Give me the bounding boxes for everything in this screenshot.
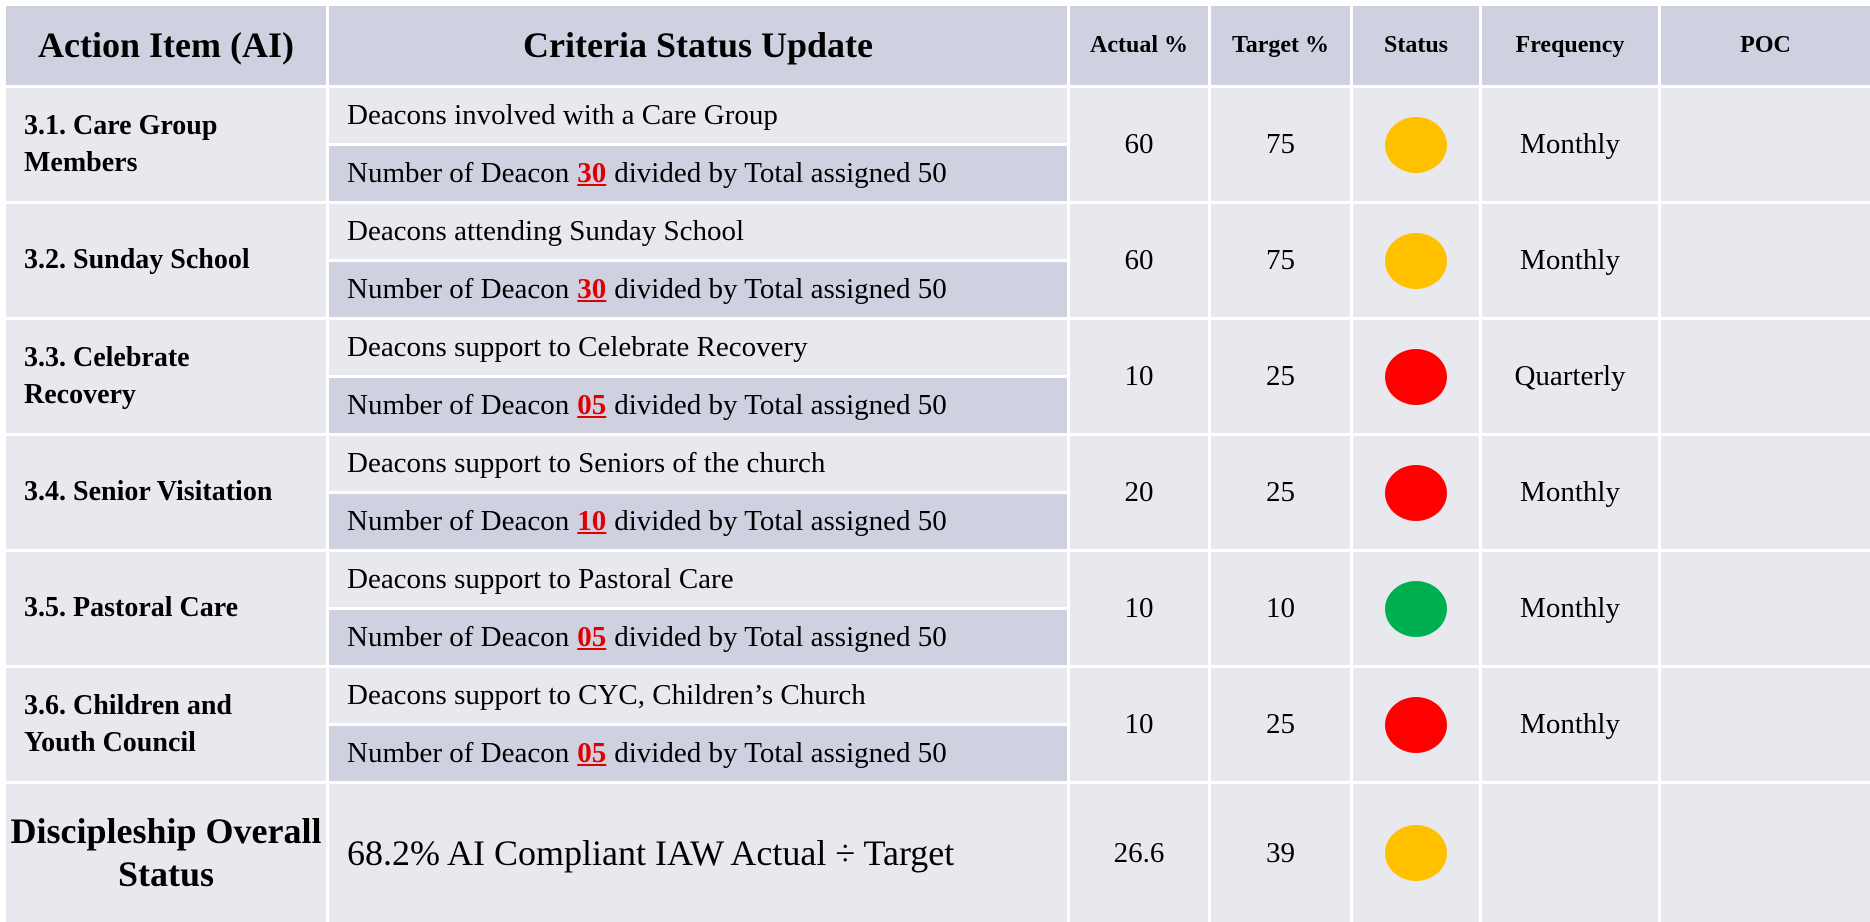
target-percent: 25 [1211,320,1350,433]
header-cell: Action Item (AI) [6,6,326,85]
criteria-formula: Number of Deacon 30 divided by Total assig… [329,262,1067,317]
action-item: 3.1. Care Group Members [6,88,326,201]
actual-percent: 20 [1070,436,1208,549]
status-cell [1353,88,1479,201]
header-cell: Criteria Status Update [329,6,1067,85]
deacon-count: 30 [577,273,607,305]
summary-target: 39 [1211,784,1350,922]
status-cell [1353,320,1479,433]
actual-percent: 10 [1070,668,1208,781]
criteria-cell: Deacons support to Pastoral Care Number o… [329,552,1067,665]
criteria-description: Deacons support to CYC, Children’s Churc… [329,668,1067,723]
status-cell [1353,204,1479,317]
summary-description: 68.2% AI Compliant IAW Actual ÷ Target [329,784,1067,922]
frequency: Quarterly [1482,320,1658,433]
action-item: 3.5. Pastoral Care [6,552,326,665]
header-cell: Target % [1211,6,1350,85]
criteria-formula: Number of Deacon 05 divided by Total assig… [329,610,1067,665]
formula-text: divided by Total assigned 50 [614,389,947,421]
criteria-formula: Number of Deacon 30 divided by Total assig… [329,146,1067,201]
frequency: Monthly [1482,552,1658,665]
formula-text: Number of Deacon [347,157,570,189]
criteria-cell: Deacons involved with a Care Group Number… [329,88,1067,201]
status-indicator [1385,580,1447,637]
action-item: 3.3. Celebrate Recovery [6,320,326,433]
formula-text: divided by Total assigned 50 [614,505,947,537]
summary-status-indicator [1385,825,1447,881]
criteria-description: Deacons attending Sunday School [329,204,1067,259]
poc-cell [1661,320,1870,433]
deacon-count: 30 [577,157,607,189]
summary-frequency-cell [1482,784,1658,922]
status-indicator [1385,696,1447,753]
header-cell: Actual % [1070,6,1208,85]
formula-text: divided by Total assigned 50 [614,157,947,189]
formula-text: divided by Total assigned 50 [614,621,947,653]
action-item: 3.2. Sunday School [6,204,326,317]
target-percent: 10 [1211,552,1350,665]
poc-cell [1661,88,1870,201]
criteria-description: Deacons support to Celebrate Recovery [329,320,1067,375]
frequency: Monthly [1482,204,1658,317]
status-cell [1353,436,1479,549]
formula-text: Number of Deacon [347,505,570,537]
formula-text: Number of Deacon [347,389,570,421]
deacon-count: 05 [577,389,607,421]
summary-action: Discipleship Overall Status [10,810,322,894]
formula-text: Number of Deacon [347,737,570,769]
frequency: Monthly [1482,88,1658,201]
poc-cell [1661,668,1870,781]
status-indicator [1385,116,1447,173]
deacon-count: 10 [577,505,607,537]
criteria-formula: Number of Deacon 05 divided by Total assig… [329,726,1067,781]
actual-percent: 10 [1070,552,1208,665]
formula-text: divided by Total assigned 50 [614,273,947,305]
status-indicator [1385,348,1447,405]
actual-percent: 10 [1070,320,1208,433]
criteria-cell: Deacons attending Sunday School Number of… [329,204,1067,317]
poc-cell [1661,552,1870,665]
target-percent: 75 [1211,88,1350,201]
actual-percent: 60 [1070,88,1208,201]
poc-cell [1661,204,1870,317]
criteria-description: Deacons involved with a Care Group [329,88,1067,143]
frequency: Monthly [1482,668,1658,781]
poc-cell [1661,436,1870,549]
formula-text: divided by Total assigned 50 [614,737,947,769]
criteria-description: Deacons support to Seniors of the church [329,436,1067,491]
target-percent: 25 [1211,436,1350,549]
summary-actual: 26.6 [1070,784,1208,922]
target-percent: 75 [1211,204,1350,317]
status-cell [1353,668,1479,781]
criteria-description: Deacons support to Pastoral Care [329,552,1067,607]
summary-status-cell [1353,784,1479,922]
formula-text: Number of Deacon [347,621,570,653]
action-item: 3.6. Children and Youth Council [6,668,326,781]
summary-poc-cell [1661,784,1870,922]
target-percent: 25 [1211,668,1350,781]
summary-action-cell: Discipleship Overall Status [6,784,326,922]
header-cell: Frequency [1482,6,1658,85]
criteria-cell: Deacons support to Seniors of the church… [329,436,1067,549]
criteria-formula: Number of Deacon 10 divided by Total assig… [329,494,1067,549]
deacon-count: 05 [577,737,607,769]
frequency: Monthly [1482,436,1658,549]
status-cell [1353,552,1479,665]
header-cell: POC [1661,6,1870,85]
status-indicator [1385,232,1447,289]
criteria-formula: Number of Deacon 05 divided by Total assig… [329,378,1067,433]
criteria-cell: Deacons support to Celebrate Recovery Num… [329,320,1067,433]
actual-percent: 60 [1070,204,1208,317]
action-item: 3.4. Senior Visitation [6,436,326,549]
status-indicator [1385,464,1447,521]
criteria-cell: Deacons support to CYC, Children’s Churc… [329,668,1067,781]
status-table: Action Item (AI) Criteria Status Update Ac… [6,6,1870,922]
deacon-count: 05 [577,621,607,653]
formula-text: Number of Deacon [347,273,570,305]
header-cell: Status [1353,6,1479,85]
